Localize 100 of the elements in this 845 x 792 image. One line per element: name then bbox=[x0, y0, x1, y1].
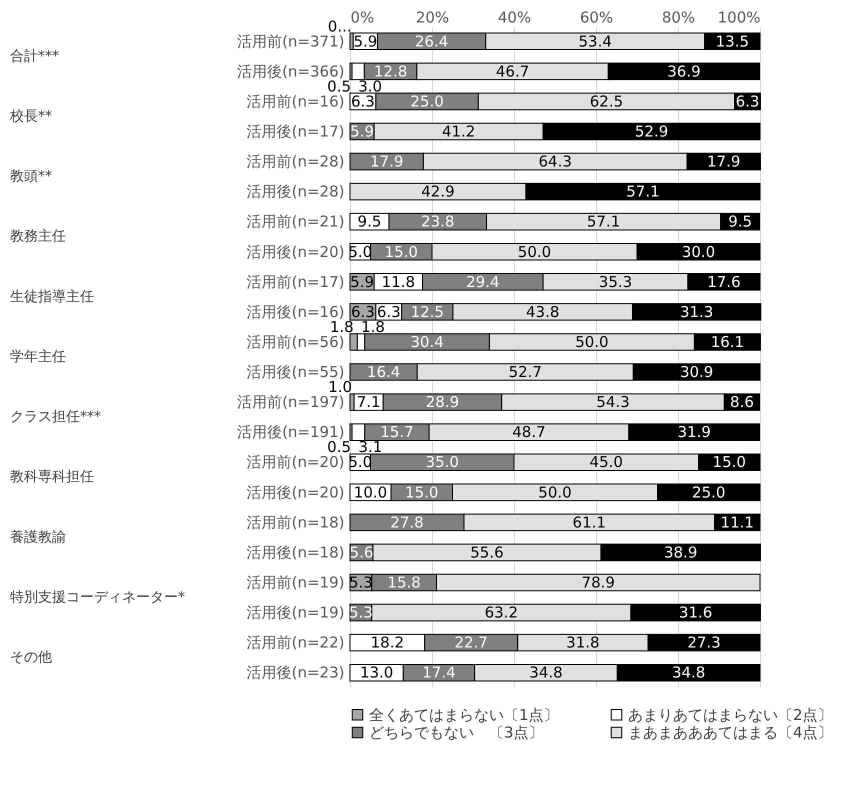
y-tick-label: 活用後(n=17) bbox=[246, 122, 344, 140]
data-label: 52.7 bbox=[508, 363, 542, 382]
text: その他 bbox=[10, 650, 52, 666]
data-label: 15.8 bbox=[387, 574, 421, 592]
text: 特別支援コーディネーター* bbox=[10, 590, 185, 606]
data-label: 29.4 bbox=[466, 272, 500, 291]
data-label: 6.3 bbox=[350, 302, 375, 321]
data-label: 7.1 bbox=[356, 393, 381, 412]
y-tick-label: 活用前(n=17) bbox=[246, 272, 344, 291]
data-label: 61.1 bbox=[572, 513, 606, 532]
y-tick-label: 活用前(n=28) bbox=[246, 152, 344, 171]
legend-label: まあまあああてはまる〔4点〕 bbox=[628, 724, 833, 742]
data-label: 27.8 bbox=[390, 513, 424, 532]
data-label: 31.6 bbox=[678, 604, 712, 622]
text: 合計*** bbox=[10, 48, 59, 64]
y-tick-label: 活用前(n=22) bbox=[246, 634, 344, 652]
data-label: 12.5 bbox=[410, 302, 444, 321]
data-label: 28.9 bbox=[426, 393, 460, 412]
data-label: 23.8 bbox=[421, 212, 454, 231]
y-tick-label: 活用前(n=18) bbox=[246, 513, 344, 532]
data-label: 9.5 bbox=[728, 212, 752, 231]
legend-label: あまりあてはまらない〔2点〕 bbox=[628, 706, 833, 724]
legend-label: どちらでもない 〔3点〕 bbox=[369, 724, 544, 742]
data-label: 16.1 bbox=[710, 332, 744, 351]
data-label: 11.8 bbox=[382, 272, 416, 291]
data-label: 6.3 bbox=[350, 92, 375, 110]
data-label: 31.9 bbox=[677, 423, 711, 442]
data-label: 6.3 bbox=[736, 92, 760, 110]
text: 養護教諭 bbox=[10, 529, 66, 546]
data-label: 45.0 bbox=[590, 453, 623, 472]
text: 校長** bbox=[9, 108, 52, 124]
data-label: 5.6 bbox=[350, 543, 374, 562]
text: 学年主任 bbox=[10, 348, 66, 365]
data-label: 54.3 bbox=[596, 393, 630, 412]
x-tick-label: 100% bbox=[718, 8, 760, 26]
data-label: 17.9 bbox=[707, 152, 740, 171]
data-label: 55.6 bbox=[470, 543, 504, 562]
data-label: 57.1 bbox=[586, 212, 620, 231]
data-label: 30.0 bbox=[682, 242, 716, 261]
data-label: 35.3 bbox=[598, 272, 632, 291]
data-label: 6.3 bbox=[376, 302, 401, 321]
y-tick-label: 活用後(n=20) bbox=[246, 483, 344, 502]
data-label: 42.9 bbox=[421, 182, 455, 201]
data-label: 15.7 bbox=[380, 423, 414, 442]
data-label: 18.2 bbox=[370, 634, 404, 652]
y-tick-label: 活用後(n=20) bbox=[246, 242, 344, 261]
data-label: 25.0 bbox=[692, 483, 726, 502]
text: 教科専科担任 bbox=[10, 469, 94, 486]
x-tick-label: 60% bbox=[580, 8, 614, 26]
data-label: 50.0 bbox=[538, 483, 572, 502]
data-label: 64.3 bbox=[538, 152, 572, 171]
x-tick-label: 0% bbox=[350, 8, 374, 26]
text: 教務主任 bbox=[10, 228, 66, 245]
data-label: 43.8 bbox=[526, 302, 560, 321]
data-label: 15.0 bbox=[405, 483, 438, 502]
data-label: 22.7 bbox=[454, 634, 488, 652]
data-label: 27.3 bbox=[687, 634, 721, 652]
text: 生徒指導主任 bbox=[10, 288, 94, 305]
data-label: 17.9 bbox=[370, 152, 404, 171]
text: クラス担任*** bbox=[10, 409, 101, 426]
data-label: 15.0 bbox=[712, 453, 746, 472]
data-label: 5.9 bbox=[350, 122, 374, 140]
x-tick-label: 20% bbox=[416, 8, 450, 26]
data-label: 5.9 bbox=[350, 272, 374, 291]
x-tick-label: 80% bbox=[662, 8, 696, 26]
data-label: 50.0 bbox=[518, 242, 552, 261]
y-tick-label: 活用後(n=19) bbox=[246, 604, 344, 622]
data-label: 48.7 bbox=[512, 423, 546, 442]
data-label: 31.3 bbox=[680, 302, 714, 321]
data-label: 62.5 bbox=[590, 92, 624, 110]
data-label: 31.8 bbox=[566, 634, 600, 652]
y-tick-label: 活用前(n=21) bbox=[246, 212, 344, 231]
data-label: 63.2 bbox=[484, 604, 518, 622]
data-label: 13.5 bbox=[716, 32, 750, 50]
legend-label: 全くあてはまらない〔1点〕 bbox=[369, 706, 559, 724]
text: 教頭** bbox=[10, 168, 52, 185]
data-label: 38.9 bbox=[664, 543, 698, 562]
data-label: 50.0 bbox=[575, 332, 609, 351]
data-label: 26.4 bbox=[414, 32, 448, 50]
data-label: 15.0 bbox=[384, 242, 418, 261]
data-label: 30.9 bbox=[680, 363, 714, 382]
data-label: 11.1 bbox=[720, 513, 754, 532]
data-label: 34.8 bbox=[529, 664, 563, 682]
data-label: 5.9 bbox=[353, 32, 378, 50]
data-label: 25.0 bbox=[410, 92, 444, 110]
data-label: 41.2 bbox=[442, 122, 476, 140]
y-tick-label: 活用前(n=19) bbox=[246, 574, 344, 592]
data-label: 30.4 bbox=[410, 332, 444, 351]
data-label: 34.8 bbox=[672, 664, 706, 682]
data-label: 78.9 bbox=[582, 574, 615, 592]
data-label: 35.0 bbox=[426, 453, 459, 472]
data-label: 17.4 bbox=[422, 664, 456, 682]
y-tick-label: 活用後(n=28) bbox=[246, 182, 344, 201]
data-label: 53.4 bbox=[578, 32, 612, 50]
data-label: 9.5 bbox=[358, 212, 382, 231]
y-tick-label: 活用後(n=18) bbox=[246, 543, 344, 562]
data-label: 36.9 bbox=[667, 62, 701, 80]
y-tick-label: 活用後(n=23) bbox=[246, 664, 344, 682]
data-label: 17.6 bbox=[707, 272, 741, 291]
data-label: 16.4 bbox=[366, 363, 400, 382]
